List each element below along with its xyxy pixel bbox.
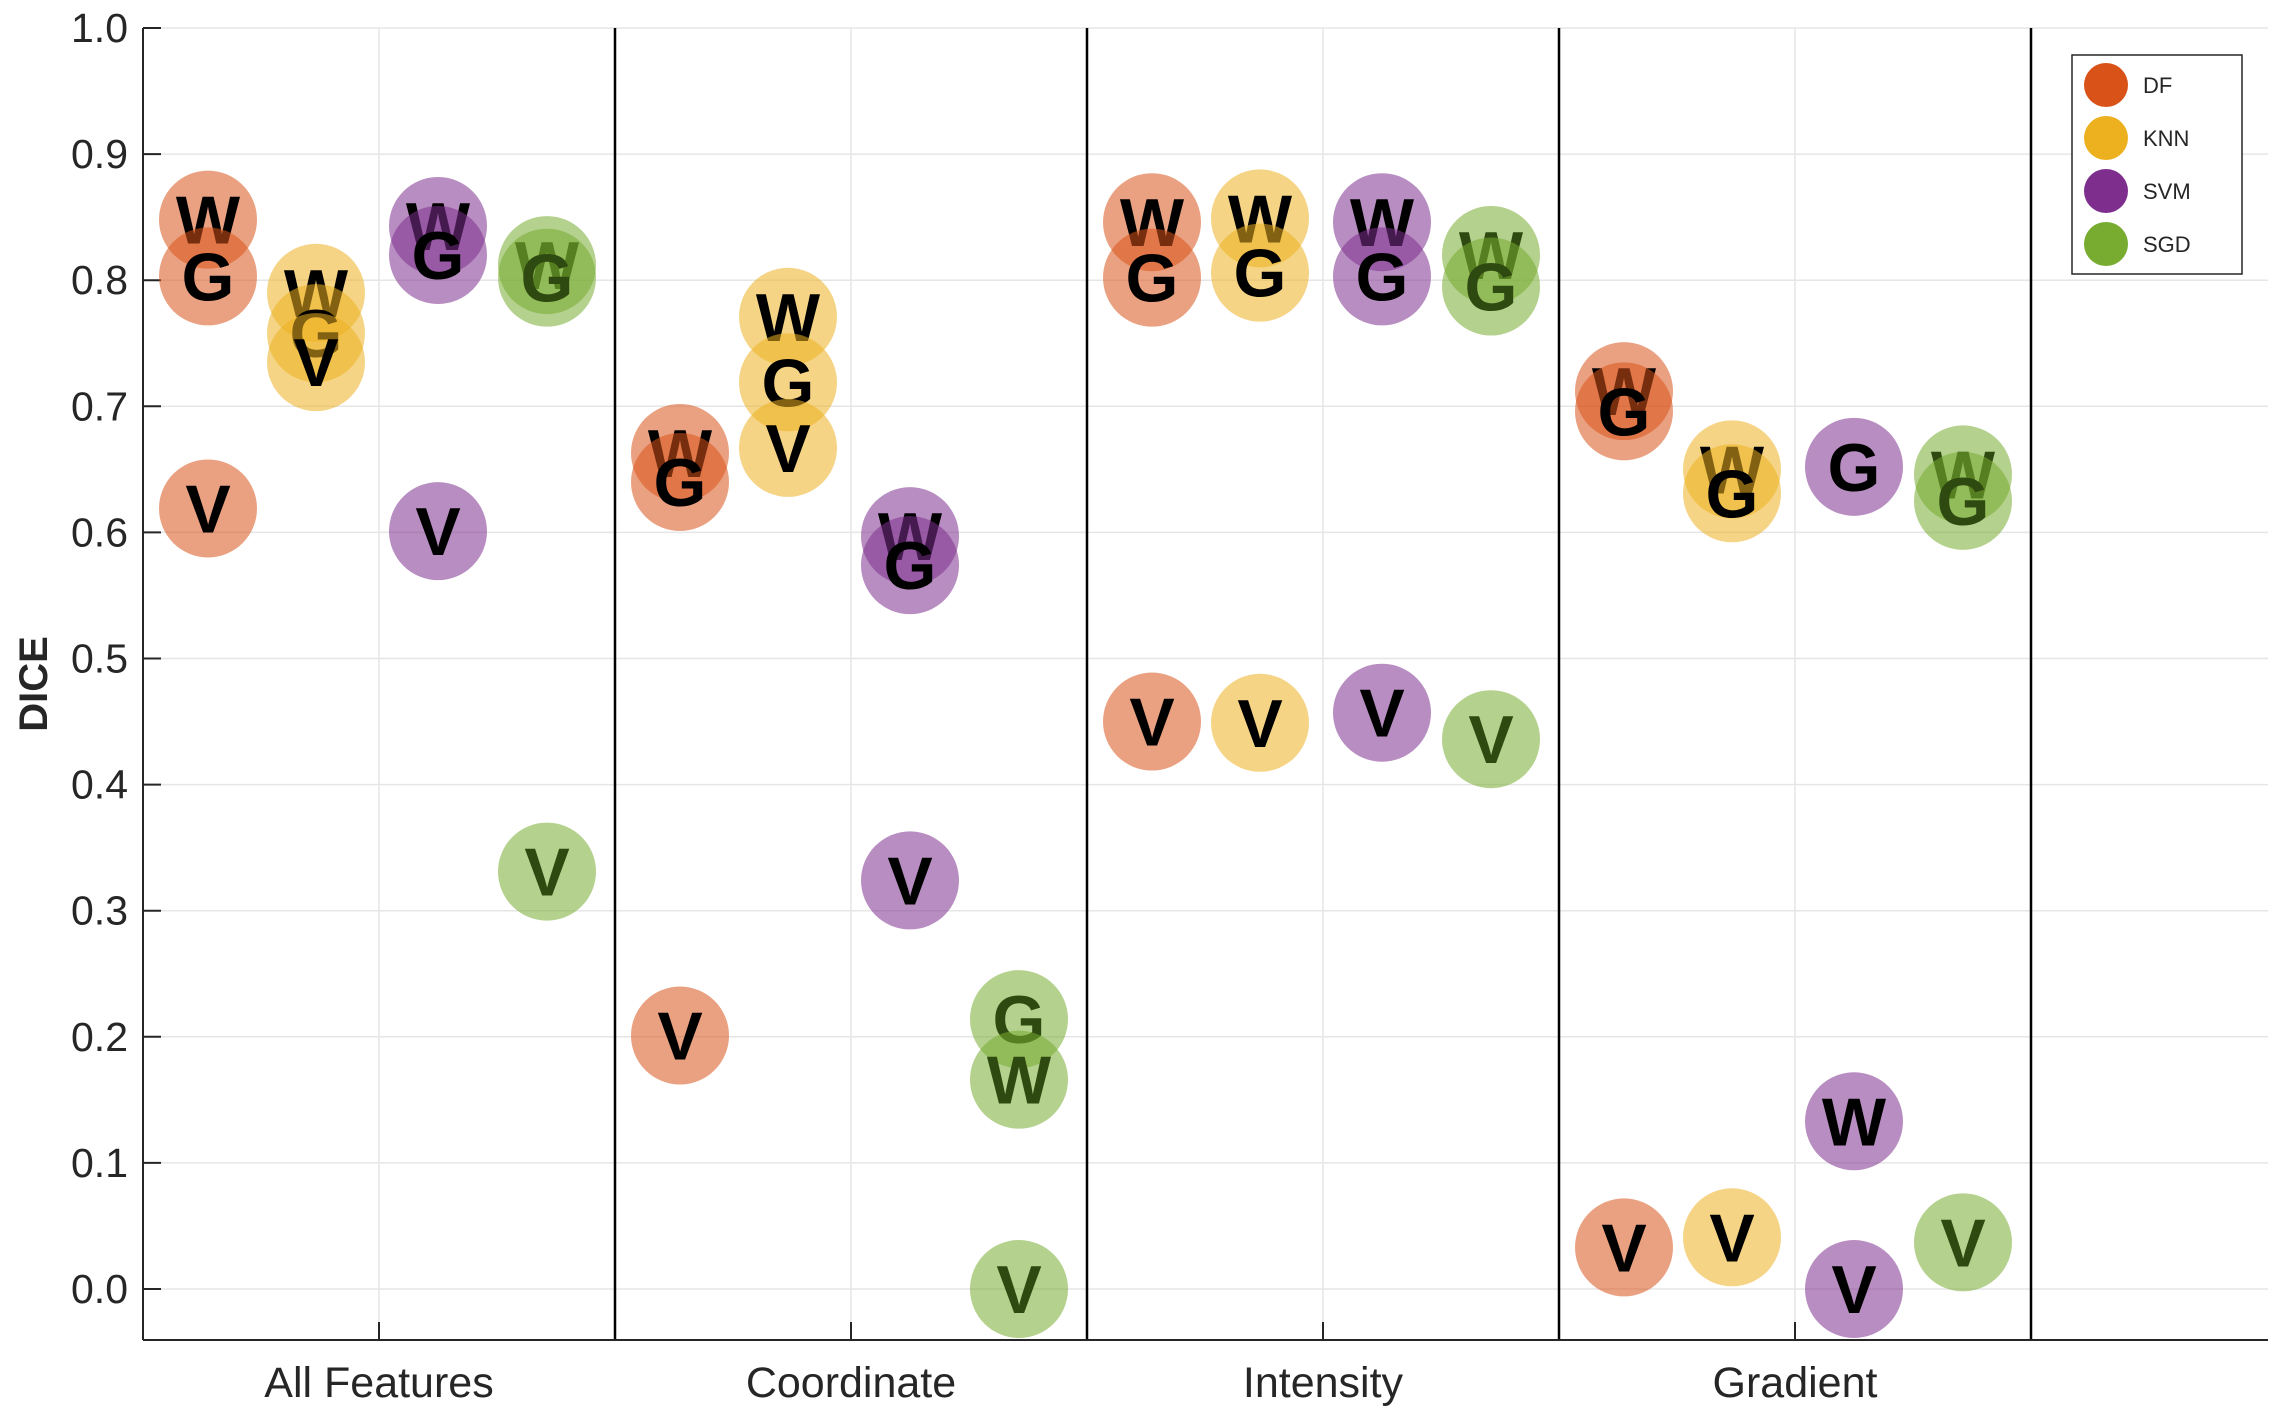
plot-background: [143, 28, 2268, 1340]
legend-marker: [2084, 63, 2128, 107]
data-point-marker: [1914, 451, 2012, 550]
data-point-label: G: [182, 239, 235, 315]
data-point-label: V: [765, 411, 810, 487]
data-point-marker: [739, 398, 837, 497]
data-point-label: V: [415, 494, 460, 570]
data-point-label: V: [1129, 685, 1174, 761]
y-tick-label: 0.3: [71, 888, 128, 934]
data-point-marker: [631, 432, 729, 531]
category-label: Intensity: [1243, 1359, 1404, 1407]
data-point-label: G: [1126, 241, 1179, 317]
y-tick-label: 0.4: [71, 762, 128, 808]
legend: DF KNN SVM SGD: [2071, 54, 2243, 275]
series-df: WGVWGVWGVWGV: [159, 170, 1673, 1297]
legend-label: DF: [2143, 73, 2172, 98]
data-point-label: V: [524, 835, 569, 911]
legend-marker: [2084, 116, 2128, 160]
y-tick-label: 1.0: [71, 5, 128, 51]
data-point-marker: [1103, 228, 1201, 327]
legend-label: KNN: [2143, 126, 2189, 151]
data-point-marker: [970, 1030, 1068, 1129]
category-labels: All Features Coordinate Intensity Gradient: [264, 1359, 1877, 1407]
series-svm: WGVWGVWGVGWV: [389, 173, 1903, 1338]
y-tick-label: 0.2: [71, 1014, 128, 1060]
data-point-label: V: [996, 1252, 1041, 1328]
data-point-label: G: [412, 218, 465, 294]
data-point-label: V: [1601, 1210, 1646, 1286]
data-point-label: V: [1831, 1252, 1876, 1328]
legend-label: SGD: [2143, 232, 2191, 257]
data-point-marker: [267, 313, 365, 412]
data-point-marker: [498, 228, 596, 327]
data-point-marker: [1211, 673, 1309, 772]
data-point-label: G: [521, 241, 574, 317]
data-point-label: G: [1937, 464, 1990, 540]
data-point-label: G: [1828, 430, 1881, 506]
category-dividers: [613, 28, 2033, 1340]
category-label: All Features: [264, 1359, 493, 1407]
data-point-label: W: [987, 1043, 1052, 1119]
data-point-marker: [1103, 672, 1201, 771]
y-tick-label: 0.6: [71, 509, 128, 555]
data-point-label: G: [654, 445, 707, 521]
data-point-label: V: [293, 325, 338, 401]
legend-marker: [2084, 222, 2128, 266]
data-point-marker: [1333, 227, 1431, 326]
data-point-marker: [1805, 417, 1903, 516]
data-point-label: V: [1359, 676, 1404, 752]
data-points: WGVWGVWGVWGVWGVWGVWGVWGVWGVWGVWGVGWVWGVG…: [159, 169, 2012, 1338]
data-point-label: G: [1598, 374, 1651, 450]
data-point-marker: [389, 482, 487, 581]
axes: [142, 27, 2268, 1341]
y-tick-label: 0.8: [71, 257, 128, 303]
y-tick-label: 0.5: [71, 636, 128, 682]
data-point-label: V: [1709, 1200, 1754, 1276]
y-tick-label: 0.1: [71, 1140, 128, 1186]
data-point-marker: [498, 822, 596, 921]
data-point-marker: [1442, 237, 1540, 336]
data-point-label: V: [1237, 686, 1282, 762]
data-point-marker: [861, 831, 959, 930]
category-label: Gradient: [1713, 1359, 1878, 1407]
data-point-marker: [970, 1240, 1068, 1338]
legend-marker: [2084, 169, 2128, 213]
grid: [143, 27, 2268, 1340]
y-axis-title: DICE: [12, 636, 56, 732]
data-point-marker: [1805, 1240, 1903, 1338]
data-point-label: V: [657, 999, 702, 1075]
data-point-marker: [631, 986, 729, 1085]
data-point-label: W: [1822, 1084, 1887, 1160]
data-point-marker: [1575, 362, 1673, 461]
series-sgd: WGVGWVWGVWGV: [498, 205, 2012, 1338]
y-tick-label: 0.9: [71, 131, 128, 177]
data-point-label: G: [1234, 236, 1287, 312]
data-point-marker: [1683, 1188, 1781, 1287]
series-knn: WGVWGVWGVWGV: [267, 169, 1781, 1287]
y-tick-labels: 0.0 0.1 0.2 0.3 0.4 0.5 0.6 0.7 0.8 0.9 1.0: [71, 5, 128, 1312]
data-point-marker: [159, 459, 257, 558]
data-point-label: V: [1940, 1205, 1985, 1281]
data-point-marker: [1805, 1072, 1903, 1171]
data-point-label: G: [884, 528, 937, 604]
data-point-marker: [1914, 1193, 2012, 1292]
data-point-label: G: [1706, 456, 1759, 532]
data-point-marker: [1333, 663, 1431, 762]
data-point-marker: [861, 516, 959, 615]
data-point-marker: [1211, 223, 1309, 322]
data-point-marker: [159, 227, 257, 326]
y-tick-label: 0.7: [71, 383, 128, 429]
data-point-label: G: [1465, 250, 1518, 326]
y-tick-label: 0.0: [71, 1266, 128, 1312]
data-point-label: V: [887, 843, 932, 919]
category-label: Coordinate: [746, 1359, 956, 1407]
data-point-marker: [1442, 690, 1540, 789]
data-point-label: G: [1356, 239, 1409, 315]
data-point-label: V: [1468, 702, 1513, 778]
data-point-marker: [389, 205, 487, 304]
data-point-marker: [1683, 444, 1781, 543]
legend-label: SVM: [2143, 179, 2191, 204]
data-point-label: V: [185, 471, 230, 547]
data-point-marker: [1575, 1198, 1673, 1297]
